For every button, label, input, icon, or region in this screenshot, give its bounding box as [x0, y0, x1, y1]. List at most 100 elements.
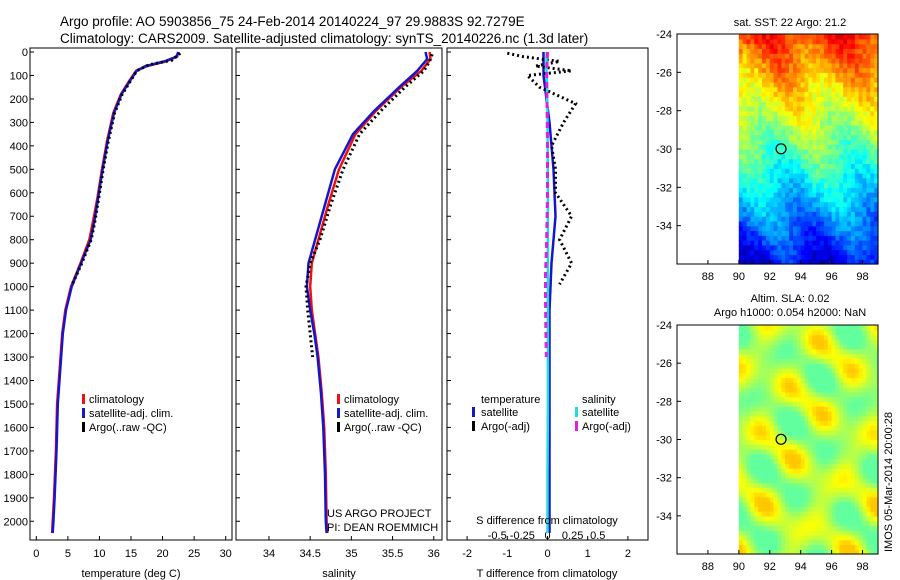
map-cell	[858, 396, 864, 402]
map-cell	[777, 48, 782, 54]
map-cell	[874, 530, 879, 536]
map-cell	[796, 225, 802, 232]
map-cell	[862, 259, 867, 265]
map-cell	[808, 501, 813, 507]
map-cell	[738, 496, 744, 503]
map-cell	[781, 439, 786, 445]
map-cell	[789, 339, 794, 345]
map-cell	[847, 415, 852, 421]
map-cell	[812, 401, 817, 407]
map-cell	[850, 125, 856, 131]
map-cell	[808, 430, 813, 436]
map-cell	[854, 401, 860, 407]
map-cell	[823, 348, 829, 355]
map-cell	[762, 201, 767, 208]
map-cell	[750, 382, 755, 388]
map-cell	[847, 216, 852, 222]
map-cell	[847, 329, 852, 336]
map-cell	[866, 149, 871, 155]
map-cell	[866, 72, 871, 78]
map-cell	[762, 91, 767, 97]
map-cell	[769, 105, 775, 112]
map-cell	[847, 515, 852, 522]
map-cell	[765, 115, 771, 121]
map-cell	[754, 67, 759, 73]
map-cell	[820, 420, 825, 426]
map-cell	[800, 472, 806, 479]
map-cell	[750, 58, 755, 64]
map-cell	[858, 549, 864, 555]
map-cell	[777, 259, 782, 265]
map-cell	[858, 401, 864, 407]
legend-swatch-satellite	[82, 408, 85, 418]
map-cell	[827, 348, 833, 355]
map-cell	[742, 367, 748, 374]
map-cell	[843, 525, 848, 531]
map-cell	[854, 67, 860, 73]
map-cell	[789, 177, 794, 184]
map-cell	[843, 115, 848, 121]
map-cell	[765, 173, 771, 179]
map-cell	[800, 439, 806, 445]
map-field	[738, 34, 879, 265]
map-cell	[773, 549, 779, 555]
map-cell	[804, 472, 810, 479]
map-cell	[762, 158, 767, 164]
map-cell	[800, 67, 806, 73]
map-cell	[785, 348, 790, 355]
map-cell	[754, 363, 759, 369]
map-cell	[762, 101, 767, 107]
map-cell	[850, 86, 856, 93]
map-cell	[839, 391, 844, 398]
map-cell	[874, 249, 879, 255]
map-cell	[850, 406, 856, 412]
map-cell	[800, 144, 806, 150]
map-cell	[816, 240, 821, 246]
map-cell	[796, 206, 802, 212]
map-cell	[854, 534, 860, 541]
top-tick-label: -0.25	[510, 530, 535, 542]
map-cell	[762, 81, 767, 88]
map-cell	[796, 496, 802, 503]
map-cell	[796, 377, 802, 383]
top-tick-label: 0.25	[562, 530, 583, 542]
map-cell	[820, 158, 825, 164]
map-cell	[746, 353, 752, 359]
map-cell	[750, 125, 755, 131]
map-cell	[831, 158, 837, 164]
map-cell	[746, 206, 752, 212]
map-cell	[793, 372, 798, 379]
map-cell	[742, 344, 748, 350]
map-cell	[839, 410, 844, 417]
map-cell	[750, 206, 755, 212]
map-cell	[843, 125, 848, 131]
map-cell	[742, 259, 748, 265]
map-cell	[789, 249, 794, 255]
map-cell	[850, 110, 856, 117]
map-cell	[831, 235, 837, 241]
map-cell	[773, 401, 779, 407]
map-cell	[854, 58, 860, 64]
map-cell	[765, 463, 771, 469]
map-cell	[816, 515, 821, 522]
map-cell	[796, 153, 802, 160]
map-cell	[812, 206, 817, 212]
map-cell	[769, 192, 775, 198]
map-cell	[835, 192, 840, 198]
map-cell	[866, 177, 871, 184]
map-cell	[758, 353, 763, 359]
map-cell	[754, 125, 759, 131]
map-cell	[843, 472, 848, 479]
map-cell	[769, 372, 775, 379]
map-cell	[820, 549, 825, 555]
map-cell	[793, 344, 798, 350]
map-cell	[762, 430, 767, 436]
x-tick-label: 34	[263, 548, 275, 560]
map-cell	[823, 91, 829, 97]
map-cell	[854, 410, 860, 417]
map-cell	[746, 367, 752, 374]
map-cell	[789, 101, 794, 107]
map-cell	[858, 439, 864, 445]
map-cell	[816, 329, 821, 336]
map-cell	[777, 463, 782, 469]
